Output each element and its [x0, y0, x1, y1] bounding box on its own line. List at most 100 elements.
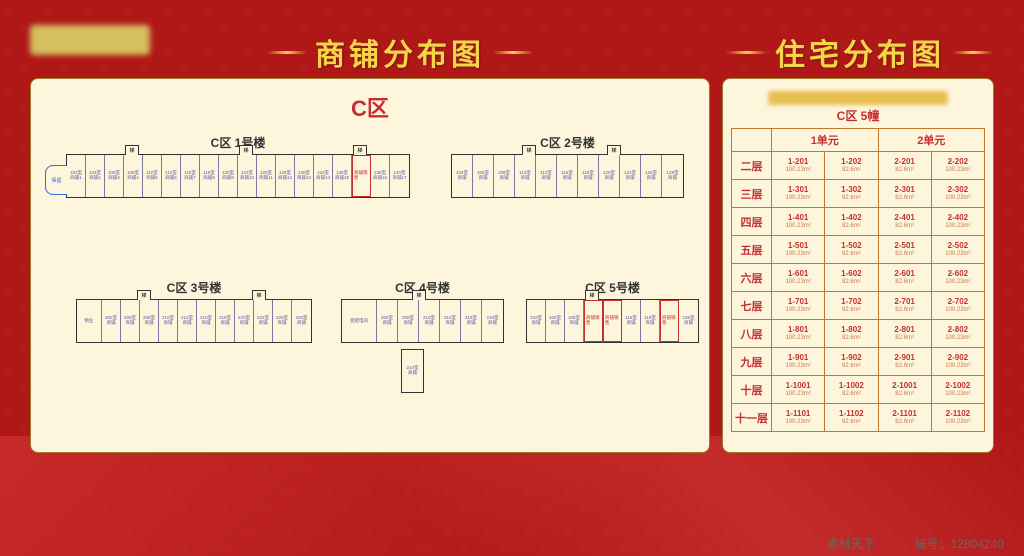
residence-cell: 2-110182.6m²	[878, 404, 931, 432]
shop-room: 108室商铺4	[124, 155, 143, 197]
shop-room: 112室商铺6	[162, 155, 181, 197]
residence-cell: 1-110282.6m²	[825, 404, 878, 432]
shop-room: 118室商铺	[641, 300, 660, 342]
floor-label: 五层	[732, 236, 772, 264]
table-row: 七层1-701100.23m²1-70282.6m²2-70182.6m²2-7…	[732, 292, 985, 320]
residence-cell: 2-802100.23m²	[931, 320, 984, 348]
shop-room: 102室商铺1	[67, 155, 86, 197]
floor-label: 八层	[732, 320, 772, 348]
shop-room: 218室商铺	[482, 300, 503, 342]
shop-room: 215室商铺	[197, 300, 216, 342]
stair-jut: 梯	[239, 145, 253, 155]
table-row: 三层1-301100.23m²1-30282.6m²2-30182.6m²2-3…	[732, 180, 985, 208]
shop-room: 140室商铺17	[390, 155, 409, 197]
shop-room: 228室商铺	[292, 300, 311, 342]
table-row: 六层1-601100.23m²1-60282.6m²2-60182.6m²2-6…	[732, 264, 985, 292]
residence-cell: 1-70282.6m²	[825, 292, 878, 320]
shop-room: 商铺销售	[603, 300, 622, 342]
shop-room: 205室商铺	[377, 300, 398, 342]
shop-room: 112室商铺	[536, 155, 557, 197]
table-row: 四层1-401100.23m²1-40282.6m²2-40182.6m²2-4…	[732, 208, 985, 236]
stair-jut: 梯	[522, 145, 536, 155]
shop-room: 商铺销售	[352, 155, 371, 197]
building-title: C区 5号楼	[526, 279, 699, 296]
floor-label: 九层	[732, 348, 772, 376]
shop-room: 115室商铺	[557, 155, 578, 197]
shop-room: 210室商铺	[159, 300, 178, 342]
building-title: C区 2号楼	[451, 134, 684, 151]
footer-id: 编号：12804240	[915, 535, 1004, 552]
shop-room: 商铺销售	[660, 300, 679, 342]
residence-cell: 1-20282.6m²	[825, 152, 878, 180]
residence-cell: 2-20182.6m²	[878, 152, 931, 180]
dash-icon	[953, 51, 993, 54]
residence-cell: 2-60182.6m²	[878, 264, 931, 292]
zone-title: C区	[43, 91, 697, 123]
shop-room: 138室商铺16	[371, 155, 390, 197]
residence-cell: 1-701100.23m²	[772, 292, 825, 320]
residence-table: 1单元2单元 二层1-201100.23m²1-20282.6m²2-20182…	[731, 128, 985, 432]
floorplan: 保留梯梯梯102室商铺1103室商铺2105室商铺3108室商铺4110室商铺5…	[66, 154, 410, 198]
shop-room: 115室商铺	[622, 300, 641, 342]
residence-cell: 1-301100.23m²	[772, 180, 825, 208]
table-row: 八层1-801100.23m²1-80282.6m²2-80182.6m²2-8…	[732, 320, 985, 348]
shop-room: 205室商铺	[121, 300, 140, 342]
stair-jut: 梯	[252, 290, 266, 300]
residence-cell: 2-80182.6m²	[878, 320, 931, 348]
floor-label: 十层	[732, 376, 772, 404]
shop-room: 202室商铺	[102, 300, 121, 342]
dash-icon	[267, 51, 307, 54]
table-row: 十一层1-1101100.23m²1-110282.6m²2-110182.6m…	[732, 404, 985, 432]
floorplan: 梯102室商铺105室商铺108室商铺商铺销售商铺销售115室商铺118室商铺商…	[526, 299, 699, 343]
shop-room: 105室商铺3	[105, 155, 124, 197]
residence-cell: 1-80282.6m²	[825, 320, 878, 348]
annex: 保留	[45, 165, 67, 195]
shop-room: 商铺销售	[584, 300, 603, 342]
dash-icon	[727, 51, 767, 54]
stair-jut: 梯	[585, 290, 599, 300]
header-residences: 住宅分布图	[720, 30, 1000, 74]
floor-label: 六层	[732, 264, 772, 292]
shop-room: 212室商铺	[440, 300, 461, 342]
shop-room: 225室商铺	[273, 300, 292, 342]
residence-cell: 2-502100.23m²	[931, 236, 984, 264]
residence-cell: 1-501100.23m²	[772, 236, 825, 264]
shop-room: 115室商铺7	[181, 155, 200, 197]
table-row: 五层1-501100.23m²1-50282.6m²2-50182.6m²2-5…	[732, 236, 985, 264]
floorplan: 梯变配电间205室商铺208室商铺210室商铺212室商铺215室商铺218室商…	[341, 299, 504, 343]
shop-room: 102室商铺	[527, 300, 546, 342]
unit-header: 2单元	[878, 129, 985, 152]
shop-room: 128室商铺12	[276, 155, 295, 197]
shop-room: 108室商铺	[565, 300, 584, 342]
shop-room: 103室商铺2	[86, 155, 105, 197]
residence-cell: 1-1101100.23m²	[772, 404, 825, 432]
floor-label: 四层	[732, 208, 772, 236]
residence-cell: 2-1002100.23m²	[931, 376, 984, 404]
building-b5: C区 5号楼梯102室商铺105室商铺108室商铺商铺销售商铺销售115室商铺1…	[526, 279, 699, 343]
detached-room: 210室商铺	[401, 349, 424, 393]
shop-room: 135室商铺15	[333, 155, 352, 197]
shop-room: 220室商铺	[235, 300, 254, 342]
residence-cell: 2-402100.23m²	[931, 208, 984, 236]
table-corner	[732, 129, 772, 152]
residence-cell: 1-100282.6m²	[825, 376, 878, 404]
residence-cell: 2-70182.6m²	[878, 292, 931, 320]
title-shops: 商铺分布图	[315, 30, 485, 74]
residence-cell: 1-201100.23m²	[772, 152, 825, 180]
shop-room: 110室商铺	[515, 155, 536, 197]
title-residences: 住宅分布图	[775, 30, 945, 74]
residence-cell: 2-30182.6m²	[878, 180, 931, 208]
floor-label: 十一层	[732, 404, 772, 432]
residence-cell: 1-30282.6m²	[825, 180, 878, 208]
residence-cell: 2-100182.6m²	[878, 376, 931, 404]
shop-room: 102室商铺	[452, 155, 473, 197]
shop-room: 105室商铺	[546, 300, 565, 342]
residence-cell: 1-601100.23m²	[772, 264, 825, 292]
residence-cell: 1-401100.23m²	[772, 208, 825, 236]
residence-cell: 2-902100.23m²	[931, 348, 984, 376]
residence-cell: 1-901100.23m²	[772, 348, 825, 376]
shop-room: 变配电间	[342, 300, 377, 342]
floorplan: 梯梯102室商铺105室商铺108室商铺110室商铺112室商铺115室商铺11…	[451, 154, 684, 198]
residence-cell: 1-60282.6m²	[825, 264, 878, 292]
residence-cell: 2-90182.6m²	[878, 348, 931, 376]
